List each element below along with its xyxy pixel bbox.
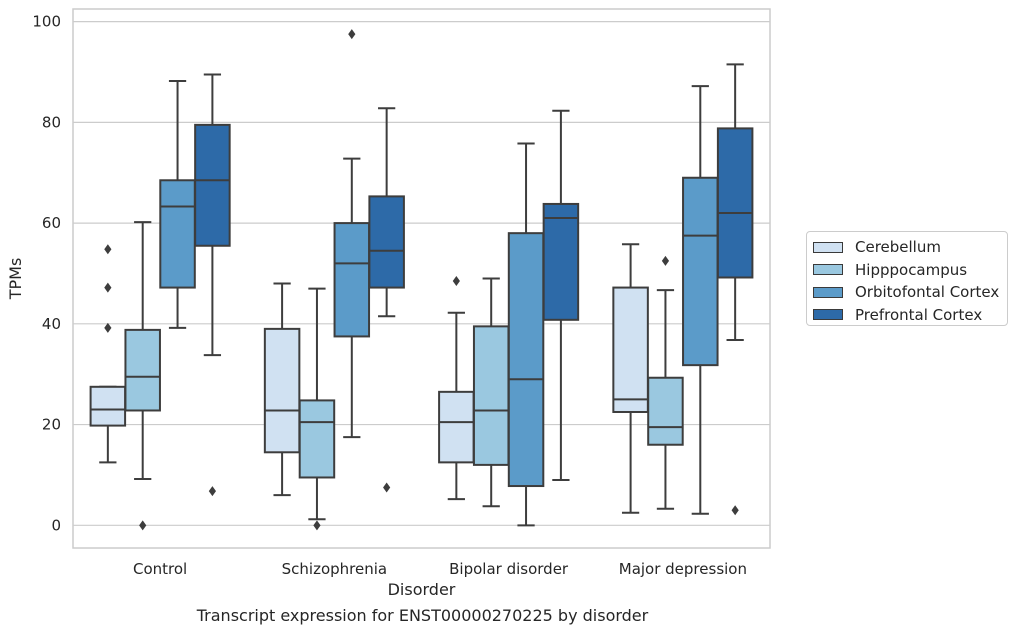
box	[263, 327, 301, 454]
outlier-point	[139, 520, 147, 531]
box	[682, 176, 719, 367]
legend-swatch	[813, 264, 843, 276]
outlier-point	[313, 520, 321, 531]
outlier-point	[383, 482, 391, 493]
x-tick-label: Bipolar disorder	[449, 560, 569, 578]
legend-swatch	[813, 241, 843, 253]
box	[647, 376, 684, 446]
box	[542, 202, 580, 321]
legend-swatch	[813, 286, 843, 298]
legend-label: Hipppocampus	[855, 260, 968, 279]
legend-item: Hipppocampus	[813, 259, 1007, 282]
legend-label: Prefrontal Cortex	[855, 305, 983, 324]
y-tick-label: 80	[42, 113, 61, 131]
x-tick-label: Schizophrenia	[282, 560, 387, 578]
box	[298, 399, 336, 479]
chart-caption: Transcript expression for ENST0000027022…	[196, 606, 649, 625]
legend: Cerebellum Hipppocampus Orbitofontal Corte…	[806, 231, 1008, 326]
y-tick-label: 0	[51, 516, 61, 534]
box	[507, 232, 545, 488]
outlier-point	[104, 322, 112, 333]
legend-swatch	[813, 309, 843, 321]
plot-frame	[72, 8, 771, 549]
box	[368, 195, 405, 289]
y-tick-label: 40	[42, 315, 61, 333]
outlier-point	[731, 505, 739, 516]
box	[194, 123, 231, 247]
x-tick-label: Major depression	[619, 560, 747, 578]
box	[438, 390, 475, 464]
box	[612, 286, 649, 413]
legend-item: Cerebellum	[813, 236, 1007, 259]
box	[333, 222, 371, 338]
y-tick-label: 100	[32, 13, 61, 31]
box	[716, 127, 754, 279]
outlier-point	[452, 276, 460, 287]
outlier-point	[104, 244, 112, 255]
outlier-point	[104, 282, 112, 293]
legend-item: Orbitofontal Cortex	[813, 281, 1007, 304]
outlier-point	[661, 255, 670, 266]
box	[124, 328, 161, 412]
box	[159, 179, 196, 289]
box	[472, 325, 510, 466]
x-tick-label: Control	[133, 560, 187, 578]
y-axis-label: TPMs	[6, 258, 25, 301]
legend-label: Cerebellum	[855, 238, 941, 257]
outlier-point	[348, 29, 356, 40]
box	[89, 385, 127, 427]
y-tick-label: 20	[42, 416, 61, 434]
legend-label: Orbitofontal Cortex	[855, 283, 1000, 302]
legend-item: Prefrontal Cortex	[813, 304, 1007, 327]
outlier-point	[208, 486, 216, 497]
x-axis-label: Disorder	[388, 580, 456, 599]
y-tick-label: 60	[42, 214, 61, 232]
